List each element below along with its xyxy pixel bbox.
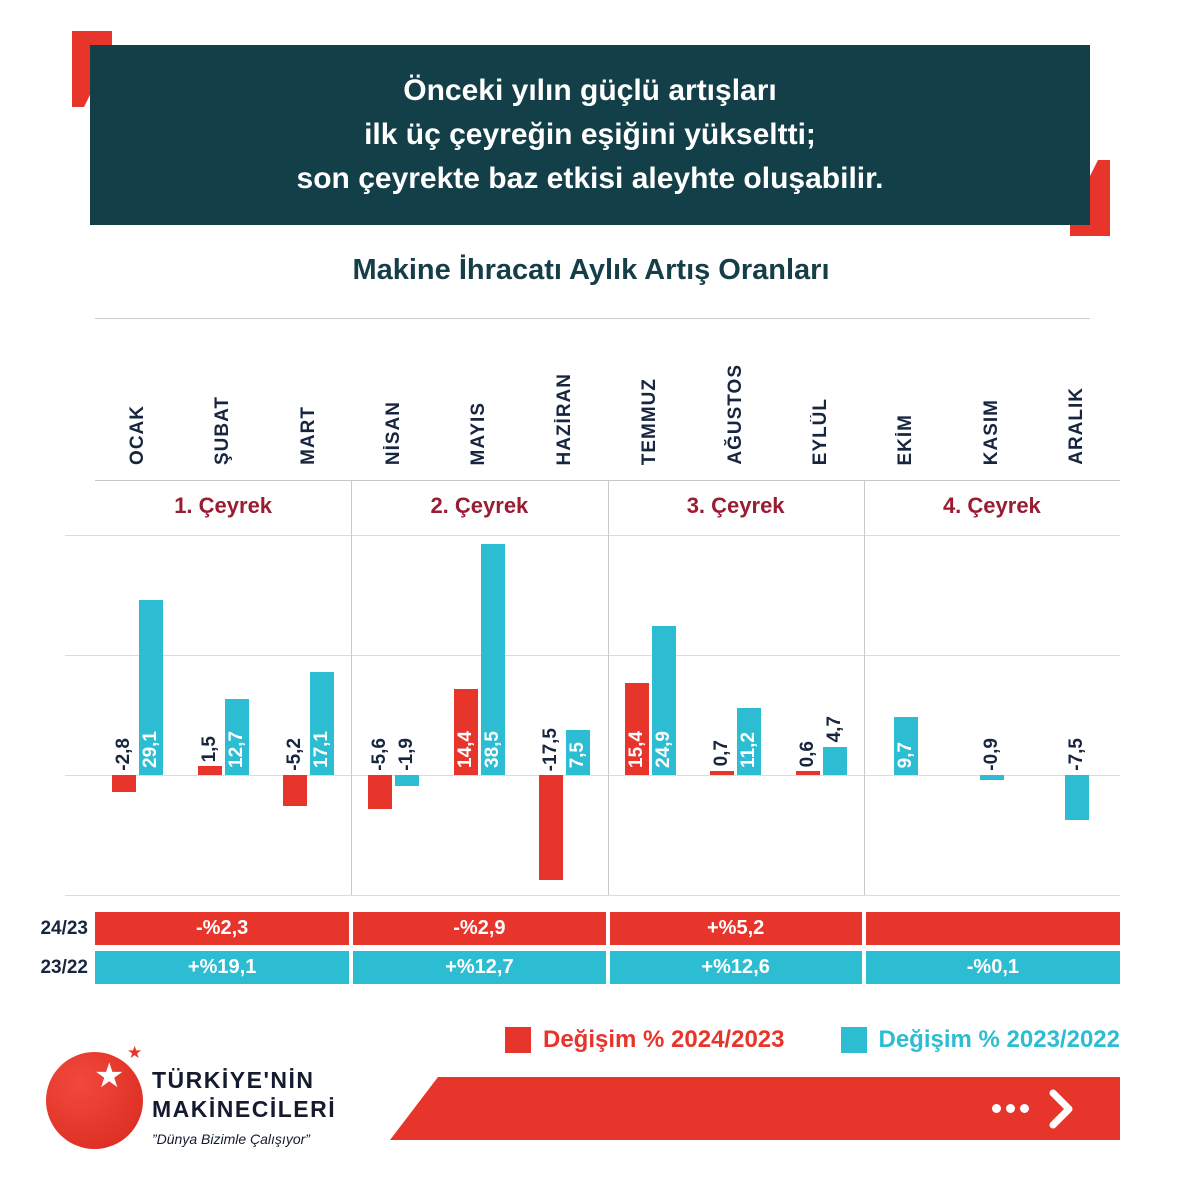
bar [368, 775, 393, 809]
brand-tagline: ”Dünya Bizimle Çalışıyor” [152, 1130, 310, 1147]
legend-label: Değişim % 2023/2022 [878, 1026, 1121, 1053]
bar [566, 730, 591, 775]
bar [737, 707, 762, 775]
bar [710, 770, 735, 775]
bar [795, 771, 820, 775]
header-line-3: son çeyrekte baz etkisi aleyhte oluşabil… [296, 161, 884, 195]
bar [651, 625, 676, 775]
legend-swatch-icon [840, 1027, 867, 1053]
quarter-label-4: 4. Çeyrek [942, 493, 1041, 518]
bar [539, 775, 564, 880]
bar [395, 775, 420, 787]
bar [453, 688, 478, 775]
quarter-separator [607, 480, 609, 895]
summary-row-label: 23/22 [40, 957, 88, 978]
summary-cell [865, 912, 1120, 945]
summary-cell: -%2,9 [353, 912, 606, 945]
header-line-2: ilk üç çeyreğin eşiğini yükseltti; [364, 118, 816, 152]
brand-name-line-1: TÜRKİYE'NİN [152, 1067, 315, 1093]
ellipsis-dots-icon [992, 1100, 1034, 1118]
brand-text: TÜRKİYE'NİN MAKİNECİLERİ ”Dünya Bizimle … [152, 1066, 402, 1147]
chart-title: Makine İhracatı Aylık Artış Oranları [352, 254, 830, 286]
footer-banner [390, 1077, 1120, 1140]
quarter-separator [351, 480, 353, 895]
summary-row-label: 24/23 [40, 918, 88, 939]
bar [224, 698, 249, 775]
legend-item-2: Değişim % 2023/2022 [840, 1026, 1121, 1054]
bar [822, 746, 847, 775]
bar [1065, 775, 1090, 820]
quarter-separator [863, 480, 865, 895]
gridline [65, 775, 1120, 776]
bar [894, 716, 919, 775]
bar [979, 775, 1004, 781]
star-icon: ★ [94, 1056, 125, 1096]
gridline [65, 535, 1120, 536]
quarter-label-3: 3. Çeyrek [686, 493, 785, 518]
quarter-label-1: 1. Çeyrek [174, 493, 273, 518]
bar [139, 600, 164, 775]
summary-cell: +%19,1 [95, 951, 350, 984]
gridline [65, 655, 1120, 656]
header-line-1: Önceki yılın güçlü artışları [403, 74, 777, 108]
legend-swatch-icon [505, 1027, 531, 1053]
header-banner: Önceki yılın güçlü artışları ilk üç çeyr… [90, 45, 1090, 225]
summary-cell: +%12,7 [353, 951, 606, 984]
gridline [65, 895, 1120, 896]
title-divider [95, 318, 1090, 319]
small-star-icon: ★ [127, 1043, 143, 1063]
bar [197, 766, 222, 775]
bar [624, 682, 649, 775]
brand-name-line-2: MAKİNECİLERİ [152, 1095, 337, 1122]
legend-label: Değişim % 2024/2023 [543, 1026, 785, 1053]
arrow-right-icon [1049, 1089, 1073, 1128]
legend-item-1: Değişim % 2024/2023 [505, 1026, 785, 1054]
summary-cell: -%0,1 [865, 951, 1120, 984]
brand-logo-circle-icon [46, 1052, 143, 1149]
bar [310, 672, 335, 775]
bar [283, 775, 308, 807]
quarter-label-2: 2. Çeyrek [430, 493, 529, 518]
summary-cell: +%12,6 [609, 951, 862, 984]
summary-cell: -%2,3 [95, 912, 350, 945]
bar [112, 775, 137, 792]
chart-legend: Değişim % 2024/2023 Değişim % 2023/2022 [505, 1026, 1120, 1054]
summary-cell: +%5,2 [609, 912, 862, 945]
bar [480, 544, 505, 775]
